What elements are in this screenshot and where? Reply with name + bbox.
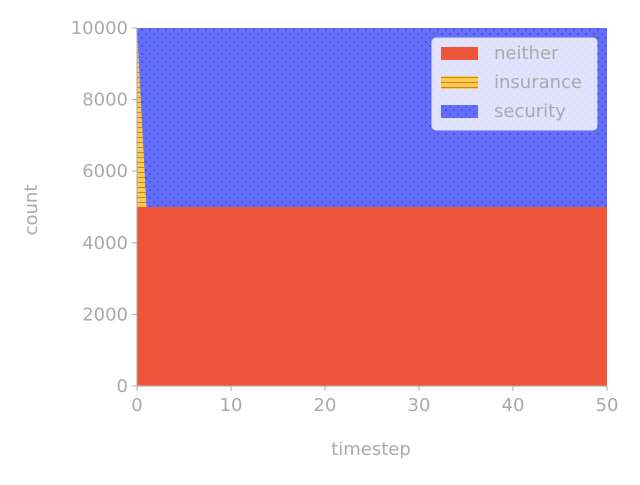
legend-label-insurance: insurance [494,72,582,93]
y-tick-label: 0 [117,376,128,397]
x-axis-label: timestep [331,439,411,460]
y-tick-label: 6000 [82,161,128,182]
x-tick-label: 10 [220,395,243,416]
y-tick-label: 10000 [71,18,128,39]
legend: neither insurance security [431,37,598,131]
x-tick-label: 50 [596,395,619,416]
x-tick-label: 30 [408,395,431,416]
axes-layer: 0 10 20 30 40 50 0 2000 4000 6000 8000 10000 [71,18,619,416]
area-neither [137,207,607,386]
legend-label-security: security [494,101,566,122]
legend-label-neither: neither [494,43,559,64]
y-tick-label: 4000 [82,233,128,254]
legend-swatch-hatch [441,105,478,118]
legend-swatch-hatch [441,76,478,89]
y-axis-label: count [21,185,42,236]
x-tick-label: 20 [314,395,337,416]
y-tick-label: 8000 [82,90,128,111]
legend-swatch-neither [441,47,478,60]
y-tick-label: 2000 [82,304,128,325]
x-tick-label: 40 [502,395,525,416]
x-tick-label: 0 [131,395,142,416]
